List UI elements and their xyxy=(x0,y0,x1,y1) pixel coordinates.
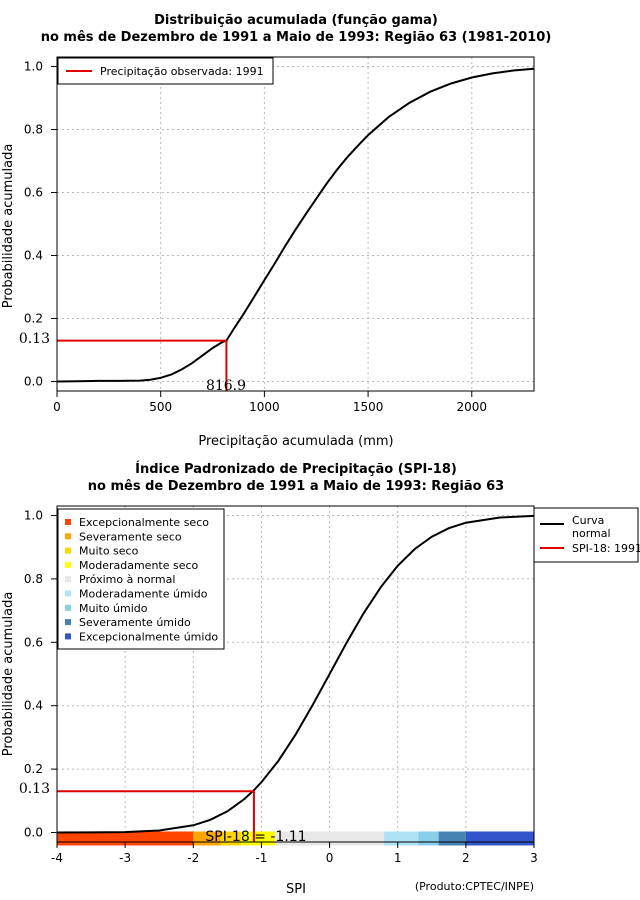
chart2-y-tick-label: 0.8 xyxy=(24,572,43,586)
chart2-spi-value-label: SPI-18 = -1.11 xyxy=(205,829,306,845)
category-band xyxy=(418,831,439,846)
chart2-legend-curve-label-2: normal xyxy=(572,527,611,540)
chart2-x-tick-label: 0 xyxy=(326,851,334,865)
chart2-title-line2: no mês de Dezembro de 1991 a Maio de 199… xyxy=(88,479,504,494)
chart2-x-tick-label: 1 xyxy=(394,851,402,865)
chart1-title-line1: Distribuição acumulada (função gama) xyxy=(154,13,438,28)
category-band xyxy=(438,831,466,846)
chart1-y-tick-label: 0.6 xyxy=(24,185,43,199)
chart2-curve-layer xyxy=(56,514,535,834)
chart1-xlabel: Precipitação acumulada (mm) xyxy=(198,434,393,449)
chart2-xlabel: SPI xyxy=(286,882,306,897)
category-legend-swatch xyxy=(65,576,71,583)
chart2-series-legend-box xyxy=(533,507,639,563)
chart1-plot-frame xyxy=(56,56,535,392)
chart1-legend: Precipitação observada: 1991 xyxy=(57,57,274,85)
chart2-x-tick-label: -3 xyxy=(119,851,131,865)
category-band xyxy=(465,831,534,846)
category-legend-label: Muito úmido xyxy=(79,602,148,615)
category-legend-label: Muito seco xyxy=(79,545,139,558)
gamma-chart: Distribuição acumulada (função gama) no … xyxy=(1,13,551,449)
chart2-y-tick-label: 0.6 xyxy=(24,635,43,649)
chart1-series-line xyxy=(56,67,535,383)
chart2-x-tick-label: -1 xyxy=(255,851,267,865)
chart1-x-tick-label: 1500 xyxy=(353,400,384,414)
category-legend-swatch xyxy=(65,533,71,540)
chart2-y-tick-label: 0.2 xyxy=(24,762,43,776)
chart1-x-tick-label: 1000 xyxy=(249,400,280,414)
chart2-plot-frame xyxy=(56,505,535,843)
chart1-title-line2: no mês de Dezembro de 1991 a Maio de 199… xyxy=(41,30,552,45)
category-legend-label: Próximo à normal xyxy=(79,573,175,586)
chart2-y-tick-label: 1.0 xyxy=(24,509,43,523)
chart2-legend-observed-label: SPI-18: 1991 xyxy=(572,542,640,555)
spi-chart: Índice Padronizado de Precipitação (SPI-… xyxy=(1,461,640,897)
chart2-ylabel: Probabilidade acumulada xyxy=(1,592,16,757)
chart2-series-line xyxy=(56,514,535,834)
chart1-ylabel: Probabilidade acumulada xyxy=(1,144,16,309)
chart1-y-tick-label: 0.0 xyxy=(24,375,43,389)
category-legend-swatch xyxy=(65,590,71,597)
chart1-ticks: 0 500 1000 1500 2000 0.0 0.2 0.4 0.6 0.8 1.0 xyxy=(24,59,487,414)
category-legend-swatch xyxy=(65,619,71,626)
chart1-observed-x-label: 816.9 xyxy=(206,378,246,394)
category-band xyxy=(384,831,419,846)
chart1-legend-label: Precipitação observada: 1991 xyxy=(100,65,264,78)
chart1-x-tick-label: 2000 xyxy=(457,400,488,414)
chart1-legend-box xyxy=(57,57,274,85)
category-legend-swatch xyxy=(65,604,71,611)
category-legend-label: Severamente úmido xyxy=(79,616,191,629)
chart1-observed-y-label: 0.13 xyxy=(19,331,50,347)
chart2-y-tick-label: 0.4 xyxy=(24,699,43,713)
chart1-y-tick-label: 0.2 xyxy=(24,312,43,326)
category-legend-label: Moderadamente úmido xyxy=(79,588,208,601)
category-legend-swatch xyxy=(65,633,71,640)
chart1-observed-layer xyxy=(57,339,228,391)
chart1-x-tick-label: 0 xyxy=(53,400,61,414)
chart2-observed-y-label: 0.13 xyxy=(19,781,50,797)
category-legend-label: Excepcionalmente úmido xyxy=(79,630,218,643)
chart1-y-tick-label: 0.4 xyxy=(24,249,43,263)
chart1-y-tick-label: 1.0 xyxy=(24,59,43,73)
chart2-category-legend-box xyxy=(57,508,225,650)
chart1-curve-layer xyxy=(56,67,535,383)
chart2-y-tick-label: 0.0 xyxy=(24,825,43,839)
category-legend-swatch xyxy=(65,519,71,525)
chart2-title-line1: Índice Padronizado de Precipitação (SPI-… xyxy=(135,461,457,477)
chart1-x-tick-label: 500 xyxy=(149,400,172,414)
chart1-y-tick-label: 0.8 xyxy=(24,122,43,136)
category-legend-swatch xyxy=(65,561,71,568)
category-legend-label: Moderadamente seco xyxy=(79,559,199,572)
chart2-observed-layer xyxy=(57,790,255,842)
chart2-legend-curve-label-1: Curva xyxy=(572,514,604,527)
chart2-x-tick-label: 2 xyxy=(462,851,470,865)
category-legend-label: Severamente seco xyxy=(79,530,182,543)
chart2-x-tick-label: -4 xyxy=(51,851,63,865)
chart2-series-legend: Curva normal SPI-18: 1991 xyxy=(533,507,640,563)
category-legend-label: Excepcionalmente seco xyxy=(79,516,209,529)
category-legend-swatch xyxy=(65,547,71,554)
chart2-x-tick-label: -2 xyxy=(187,851,199,865)
chart2-x-tick-label: 3 xyxy=(530,851,538,865)
footer-credit: (Produto:CPTEC/INPE) xyxy=(415,880,534,893)
chart2-ticks: -4 -3 -2 -1 0 1 2 3 0.0 0.2 0.4 0.6 0.8 1.0 xyxy=(24,509,538,865)
